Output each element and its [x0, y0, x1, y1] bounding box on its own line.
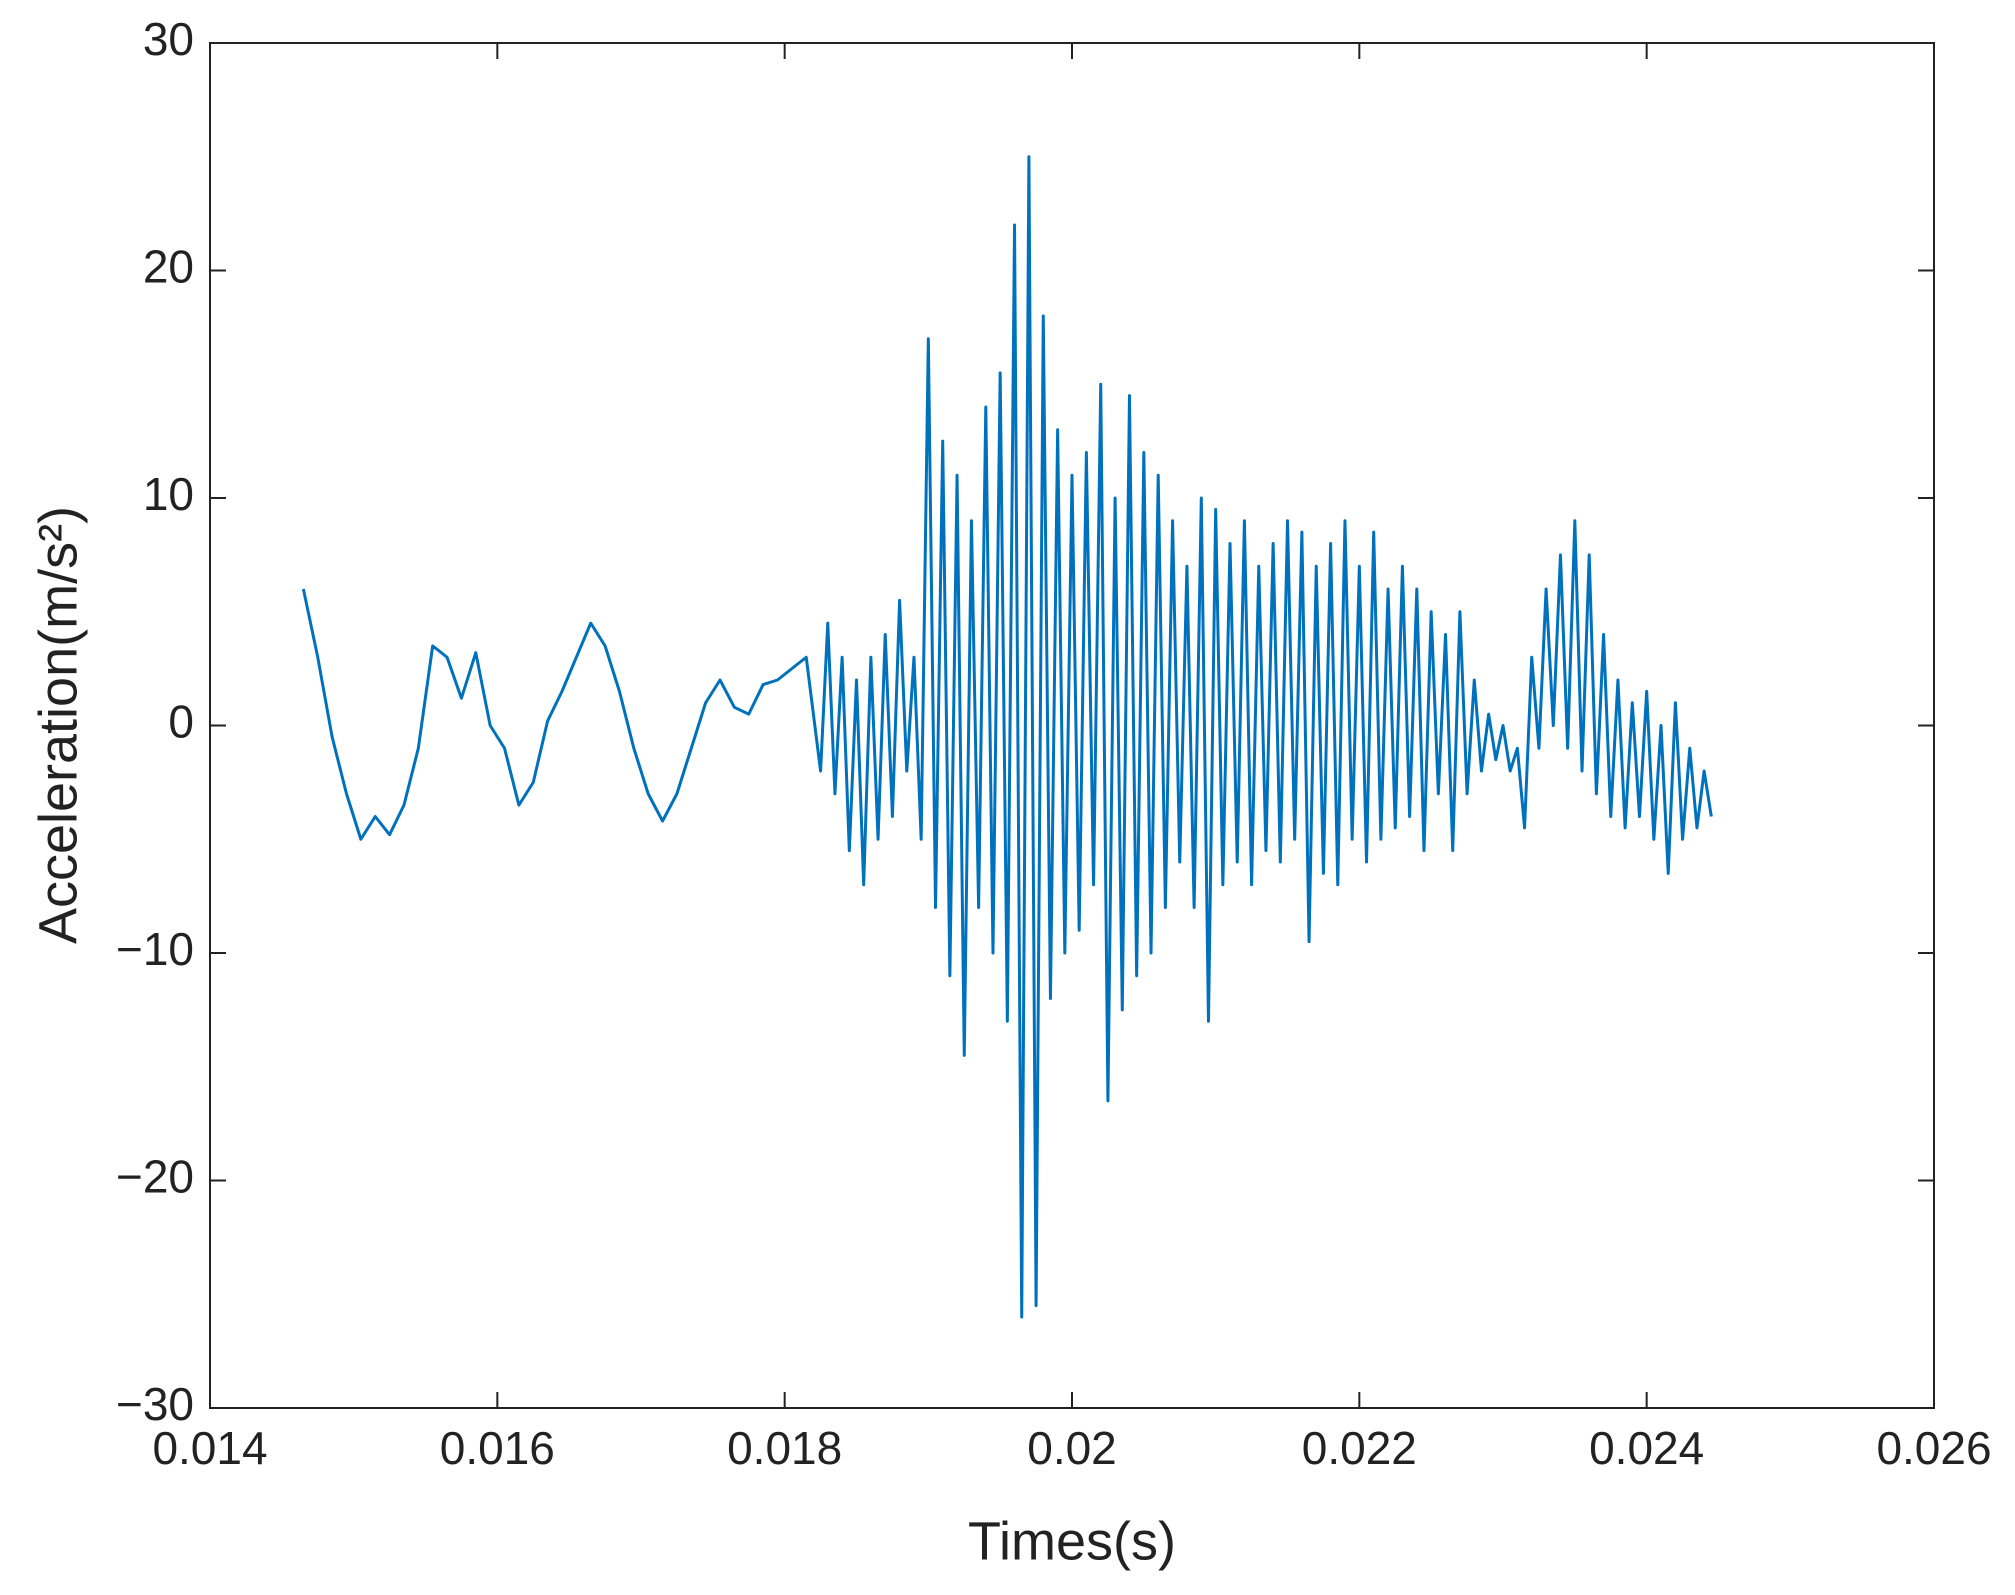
y-axis-label: Acceleration(m/s²): [28, 506, 88, 944]
x-tick-label: 0.022: [1302, 1422, 1417, 1474]
x-tick-label: 0.016: [440, 1422, 555, 1474]
y-tick-label: 30: [143, 13, 194, 65]
x-tick-label: 0.014: [152, 1422, 267, 1474]
x-tick-label: 0.026: [1876, 1422, 1991, 1474]
y-tick-label: −30: [116, 1378, 194, 1430]
x-tick-label: 0.024: [1589, 1422, 1704, 1474]
x-tick-label: 0.02: [1027, 1422, 1117, 1474]
y-tick-label: −10: [116, 923, 194, 975]
y-tick-label: −20: [116, 1151, 194, 1203]
x-axis-label: Times(s): [968, 1511, 1176, 1571]
data-line: [301, 155, 1713, 1319]
y-tick-label: 20: [143, 241, 194, 293]
y-tick-label: 10: [143, 468, 194, 520]
x-tick-label: 0.018: [727, 1422, 842, 1474]
y-tick-label: 0: [168, 696, 194, 748]
